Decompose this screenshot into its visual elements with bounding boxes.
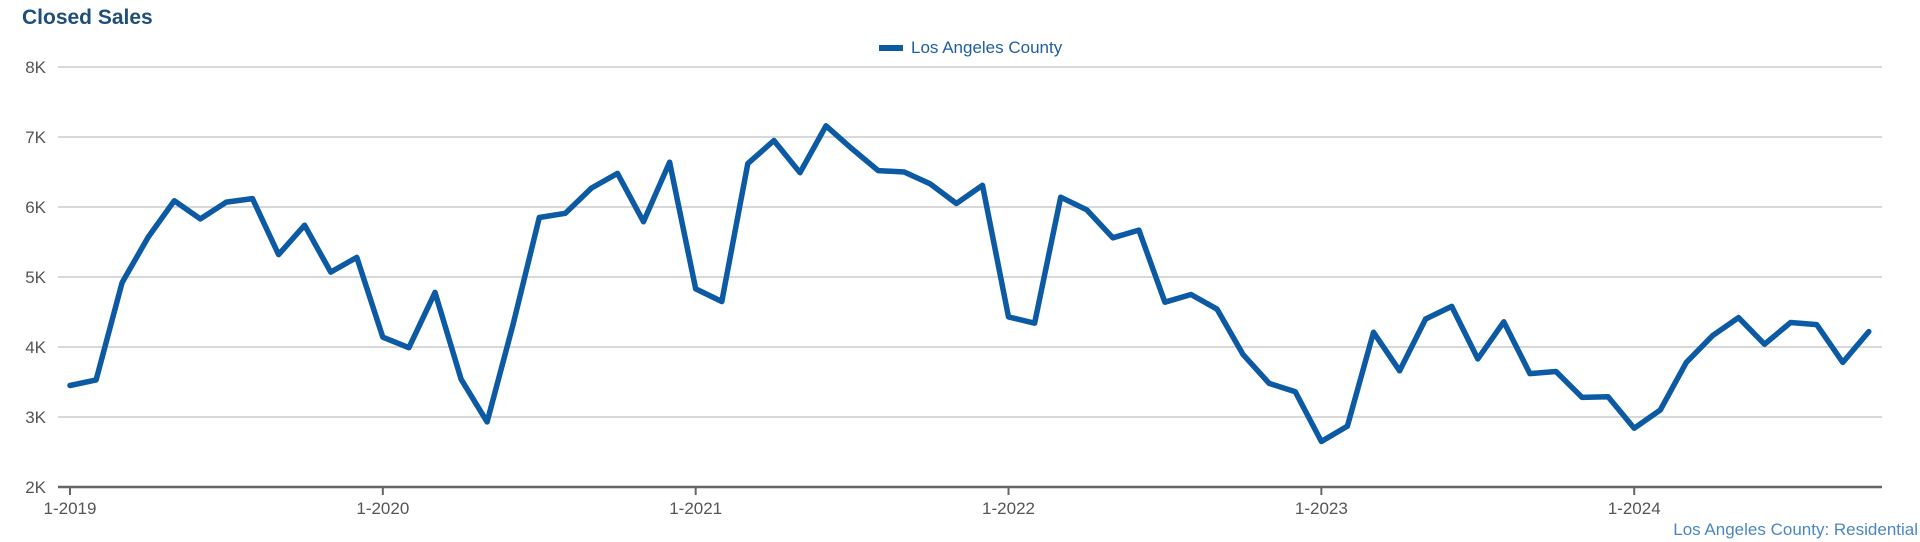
series-line bbox=[67, 123, 1872, 445]
x-tick-label: 1-2024 bbox=[1608, 499, 1661, 518]
x-tick-label: 1-2020 bbox=[356, 499, 409, 518]
y-tick-label: 2K bbox=[25, 478, 46, 497]
y-tick-label: 7K bbox=[25, 128, 46, 147]
chart-title: Closed Sales bbox=[22, 6, 153, 29]
legend-label: Los Angeles County bbox=[911, 38, 1063, 57]
x-tick-label: 1-2021 bbox=[669, 499, 722, 518]
y-tick-label: 4K bbox=[25, 338, 46, 357]
legend-swatch bbox=[879, 45, 903, 51]
y-tick-label: 5K bbox=[25, 268, 46, 287]
y-tick-label: 8K bbox=[25, 58, 46, 77]
y-tick-label: 6K bbox=[25, 198, 46, 217]
x-tick-label: 1-2022 bbox=[982, 499, 1035, 518]
source-note: Los Angeles County: Residential bbox=[1673, 520, 1918, 539]
y-tick-label: 3K bbox=[25, 408, 46, 427]
x-tick-label: 1-2019 bbox=[44, 499, 97, 518]
chart-legend: Los Angeles County bbox=[879, 38, 1062, 58]
x-tick-label: 1-2023 bbox=[1295, 499, 1348, 518]
